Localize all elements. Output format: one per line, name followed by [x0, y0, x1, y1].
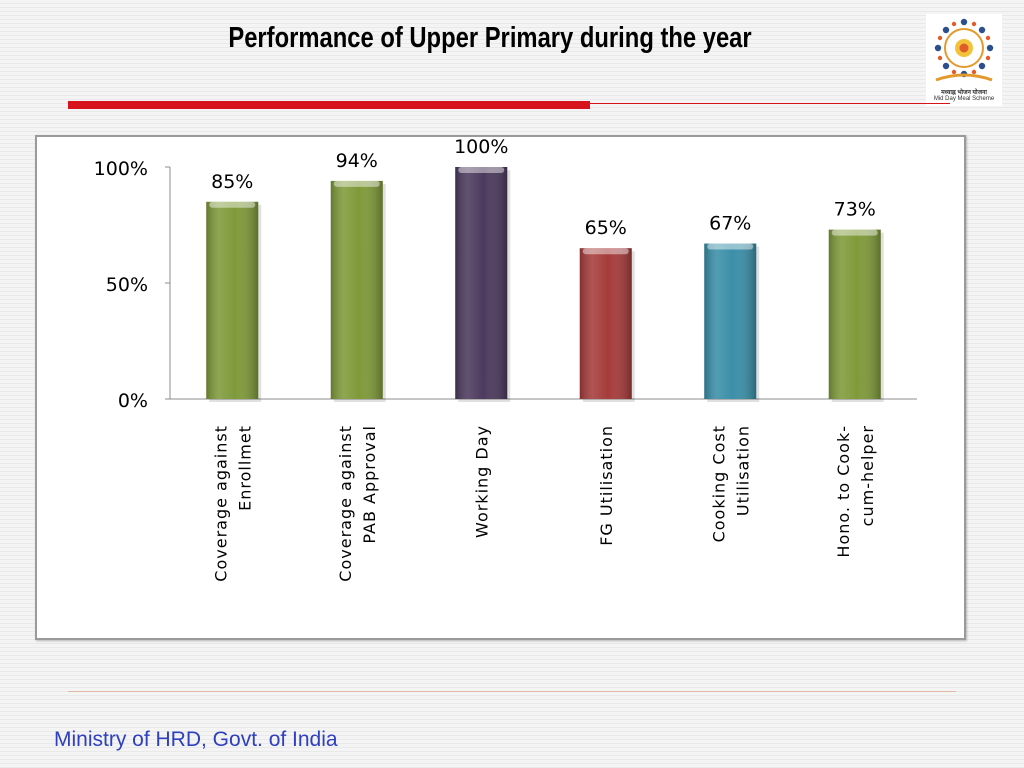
bar-shading [455, 167, 508, 399]
x-tick-label: Working Day [472, 425, 491, 538]
data-labels: 85% 94% 100% 65% 67% 73% [211, 137, 876, 239]
bar-chart: 0% 50% 100% 85% 94% 100% 65% 67% 73% Coverage a… [94, 137, 917, 582]
logo-caption-english: Mid Day Meal Scheme [933, 96, 995, 102]
data-label: 67% [709, 213, 751, 235]
bar-shading [579, 248, 632, 399]
x-tick-label-line: Cooking Cost [709, 425, 728, 542]
footer-ministry-text: Ministry of HRD, Govt. of India [54, 728, 338, 751]
data-label: 65% [585, 217, 627, 239]
data-label: 94% [336, 150, 378, 172]
x-tick-label-line: Hono. to Cook- [834, 425, 853, 558]
footer-divider [68, 691, 956, 692]
mid-day-meal-logo: मध्याह्न भोजन योजना Mid Day Meal Scheme [926, 14, 1002, 106]
data-label: 100% [454, 137, 508, 158]
bar-top-highlight [831, 229, 878, 236]
x-tick-label-line: PAB Approval [360, 425, 379, 544]
bar-shading [206, 201, 259, 399]
y-tick-label: 100% [94, 158, 148, 180]
bar-top-highlight [458, 167, 505, 173]
bar-shading [330, 180, 383, 399]
chart-panel: 0% 50% 100% 85% 94% 100% 65% 67% 73% Coverage a… [35, 135, 966, 640]
x-tick-label: FG Utilisation [597, 425, 616, 546]
x-axis-tick-labels: Coverage against Enrollmet Coverage agains… [211, 425, 877, 582]
bar-top-highlight [707, 243, 754, 250]
y-tick-label: 0% [118, 390, 148, 412]
title-underline-thick [68, 101, 590, 109]
x-tick-label-line: Utilisation [733, 425, 752, 516]
x-tick-label-line: cum-helper [858, 425, 877, 526]
logo-emblem-icon [934, 18, 994, 82]
x-tick-label-line: Coverage against [211, 425, 230, 582]
x-tick-label-line: Coverage against [336, 425, 355, 582]
x-tick-label: Cooking Cost Utilisation [709, 425, 752, 542]
y-tick-label: 50% [106, 274, 148, 296]
x-tick-label-line: Working Day [472, 425, 491, 538]
bar-top-highlight [333, 180, 380, 187]
bars [206, 167, 884, 402]
x-tick-label: Hono. to Cook-cum-helper [834, 425, 877, 558]
x-tick-label-line: Enrollmet [235, 425, 254, 511]
title-underline-thin [590, 103, 950, 104]
bar-top-highlight [209, 201, 256, 208]
slide-title: Performance of Upper Primary during the … [228, 22, 752, 54]
bar-shading [704, 243, 757, 399]
bar-top-highlight [582, 248, 629, 255]
data-label: 85% [211, 171, 253, 193]
x-tick-label: Coverage against PAB Approval [336, 425, 379, 582]
x-tick-label-line: FG Utilisation [597, 425, 616, 546]
x-tick-label: Coverage against Enrollmet [211, 425, 254, 582]
bar-shading [828, 229, 881, 399]
y-axis: 0% 50% 100% [94, 158, 917, 412]
logo-caption-hindi: मध्याह्न भोजन योजना [941, 90, 987, 96]
data-label: 73% [834, 199, 876, 221]
